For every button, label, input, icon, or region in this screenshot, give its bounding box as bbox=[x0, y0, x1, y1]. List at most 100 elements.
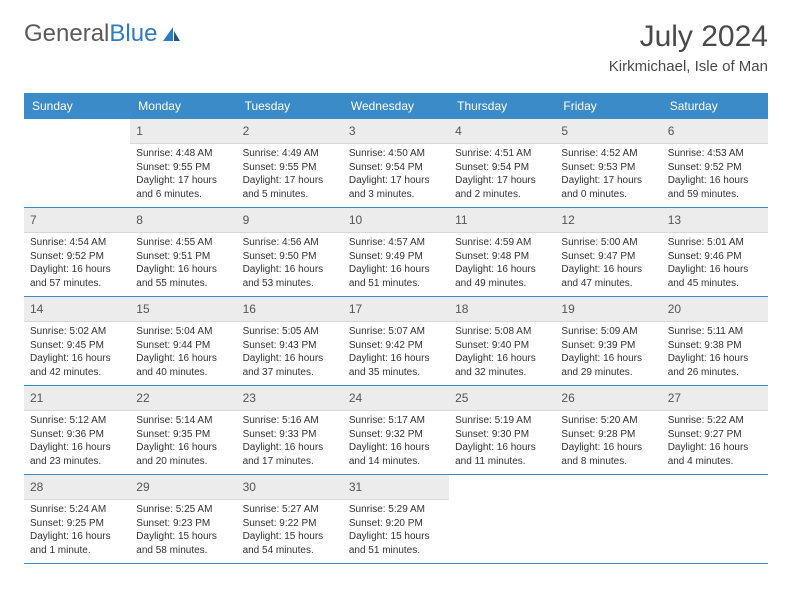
day-number-box: 1 bbox=[130, 119, 236, 144]
daylight-text: Daylight: 16 hours and 42 minutes. bbox=[30, 352, 124, 379]
header: GeneralBlue July 2024 Kirkmichael, Isle … bbox=[24, 20, 768, 75]
day-content: Sunrise: 4:48 AMSunset: 9:55 PMDaylight:… bbox=[130, 144, 236, 207]
day-cell: 5Sunrise: 4:52 AMSunset: 9:53 PMDaylight… bbox=[555, 119, 661, 208]
sunset-text: Sunset: 9:20 PM bbox=[349, 517, 443, 531]
day-content: Sunrise: 5:22 AMSunset: 9:27 PMDaylight:… bbox=[662, 411, 768, 474]
day-number-box: 4 bbox=[449, 119, 555, 144]
day-number-box: 15 bbox=[130, 297, 236, 322]
logo-sail-icon bbox=[161, 25, 181, 43]
daylight-text: Daylight: 16 hours and 40 minutes. bbox=[136, 352, 230, 379]
day-number: 14 bbox=[30, 302, 43, 316]
day-number-box: 6 bbox=[662, 119, 768, 144]
day-number-box: 31 bbox=[343, 475, 449, 500]
day-number: 2 bbox=[243, 124, 250, 138]
day-content: Sunrise: 4:56 AMSunset: 9:50 PMDaylight:… bbox=[237, 233, 343, 296]
sunset-text: Sunset: 9:32 PM bbox=[349, 428, 443, 442]
day-cell: 3Sunrise: 4:50 AMSunset: 9:54 PMDaylight… bbox=[343, 119, 449, 208]
daylight-text: Daylight: 16 hours and 17 minutes. bbox=[243, 441, 337, 468]
day-content: Sunrise: 5:24 AMSunset: 9:25 PMDaylight:… bbox=[24, 500, 130, 563]
day-header: Sunday bbox=[24, 93, 130, 119]
sunrise-text: Sunrise: 5:05 AM bbox=[243, 325, 337, 339]
calendar-table: SundayMondayTuesdayWednesdayThursdayFrid… bbox=[24, 93, 768, 564]
day-number-box: 3 bbox=[343, 119, 449, 144]
daylight-text: Daylight: 17 hours and 0 minutes. bbox=[561, 174, 655, 201]
day-content: Sunrise: 5:20 AMSunset: 9:28 PMDaylight:… bbox=[555, 411, 661, 474]
day-cell: 1 Sunrise: 4:48 AMSunset: 9:55 PMDaylight… bbox=[130, 119, 236, 208]
day-cell: 23Sunrise: 5:16 AMSunset: 9:33 PMDayligh… bbox=[237, 386, 343, 475]
logo-text: GeneralBlue bbox=[24, 20, 157, 48]
day-number-box: 26 bbox=[555, 386, 661, 411]
day-content: Sunrise: 5:09 AMSunset: 9:39 PMDaylight:… bbox=[555, 322, 661, 385]
daylight-text: Daylight: 17 hours and 6 minutes. bbox=[136, 174, 230, 201]
day-number-box: 12 bbox=[555, 208, 661, 233]
day-number-box bbox=[662, 475, 768, 481]
sunrise-text: Sunrise: 5:20 AM bbox=[561, 414, 655, 428]
daylight-text: Daylight: 16 hours and 57 minutes. bbox=[30, 263, 124, 290]
sunset-text: Sunset: 9:38 PM bbox=[668, 339, 762, 353]
day-number-box: 13 bbox=[662, 208, 768, 233]
day-number-box: 29 bbox=[130, 475, 236, 500]
day-number-box: 21 bbox=[24, 386, 130, 411]
day-cell: 20Sunrise: 5:11 AMSunset: 9:38 PMDayligh… bbox=[662, 297, 768, 386]
sunset-text: Sunset: 9:52 PM bbox=[668, 161, 762, 175]
sunrise-text: Sunrise: 5:11 AM bbox=[668, 325, 762, 339]
daylight-text: Daylight: 16 hours and 45 minutes. bbox=[668, 263, 762, 290]
daylight-text: Daylight: 16 hours and 59 minutes. bbox=[668, 174, 762, 201]
day-number-box bbox=[449, 475, 555, 481]
day-header: Thursday bbox=[449, 93, 555, 119]
sunset-text: Sunset: 9:52 PM bbox=[30, 250, 124, 264]
sunrise-text: Sunrise: 4:57 AM bbox=[349, 236, 443, 250]
day-cell: 4Sunrise: 4:51 AMSunset: 9:54 PMDaylight… bbox=[449, 119, 555, 208]
day-header: Friday bbox=[555, 93, 661, 119]
day-content: Sunrise: 5:25 AMSunset: 9:23 PMDaylight:… bbox=[130, 500, 236, 563]
day-content: Sunrise: 5:14 AMSunset: 9:35 PMDaylight:… bbox=[130, 411, 236, 474]
sunset-text: Sunset: 9:33 PM bbox=[243, 428, 337, 442]
sunrise-text: Sunrise: 4:48 AM bbox=[136, 147, 230, 161]
sunrise-text: Sunrise: 5:27 AM bbox=[243, 503, 337, 517]
day-cell: 2Sunrise: 4:49 AMSunset: 9:55 PMDaylight… bbox=[237, 119, 343, 208]
daylight-text: Daylight: 16 hours and 11 minutes. bbox=[455, 441, 549, 468]
day-number-box: 24 bbox=[343, 386, 449, 411]
day-content: Sunrise: 5:01 AMSunset: 9:46 PMDaylight:… bbox=[662, 233, 768, 296]
day-cell: 12Sunrise: 5:00 AMSunset: 9:47 PMDayligh… bbox=[555, 208, 661, 297]
day-content: Sunrise: 4:54 AMSunset: 9:52 PMDaylight:… bbox=[24, 233, 130, 296]
sunset-text: Sunset: 9:54 PM bbox=[455, 161, 549, 175]
day-number: 23 bbox=[243, 391, 256, 405]
daylight-text: Daylight: 16 hours and 29 minutes. bbox=[561, 352, 655, 379]
day-content: Sunrise: 4:53 AMSunset: 9:52 PMDaylight:… bbox=[662, 144, 768, 207]
day-cell: 6Sunrise: 4:53 AMSunset: 9:52 PMDaylight… bbox=[662, 119, 768, 208]
calendar-body: 1Sunrise: 4:48 AMSunset: 9:55 PMDaylight… bbox=[24, 119, 768, 564]
week-row: 14Sunrise: 5:02 AMSunset: 9:45 PMDayligh… bbox=[24, 297, 768, 386]
day-cell: 13Sunrise: 5:01 AMSunset: 9:46 PMDayligh… bbox=[662, 208, 768, 297]
day-cell: 21Sunrise: 5:12 AMSunset: 9:36 PMDayligh… bbox=[24, 386, 130, 475]
location-label: Kirkmichael, Isle of Man bbox=[609, 58, 768, 75]
sunset-text: Sunset: 9:35 PM bbox=[136, 428, 230, 442]
sunrise-text: Sunrise: 4:55 AM bbox=[136, 236, 230, 250]
day-number: 11 bbox=[455, 213, 467, 227]
sunset-text: Sunset: 9:45 PM bbox=[30, 339, 124, 353]
day-number: 17 bbox=[349, 302, 362, 316]
day-cell: 15Sunrise: 5:04 AMSunset: 9:44 PMDayligh… bbox=[130, 297, 236, 386]
week-row: 21Sunrise: 5:12 AMSunset: 9:36 PMDayligh… bbox=[24, 386, 768, 475]
week-row: 7 Sunrise: 4:54 AMSunset: 9:52 PMDaylight… bbox=[24, 208, 768, 297]
day-number: 24 bbox=[349, 391, 362, 405]
daylight-text: Daylight: 16 hours and 49 minutes. bbox=[455, 263, 549, 290]
logo-text-part2: Blue bbox=[109, 20, 157, 47]
sunset-text: Sunset: 9:55 PM bbox=[136, 161, 230, 175]
day-number-box: 17 bbox=[343, 297, 449, 322]
day-cell bbox=[24, 119, 130, 208]
day-content: Sunrise: 5:17 AMSunset: 9:32 PMDaylight:… bbox=[343, 411, 449, 474]
day-content: Sunrise: 5:19 AMSunset: 9:30 PMDaylight:… bbox=[449, 411, 555, 474]
day-header: Wednesday bbox=[343, 93, 449, 119]
sunset-text: Sunset: 9:39 PM bbox=[561, 339, 655, 353]
daylight-text: Daylight: 16 hours and 55 minutes. bbox=[136, 263, 230, 290]
day-cell: 26Sunrise: 5:20 AMSunset: 9:28 PMDayligh… bbox=[555, 386, 661, 475]
day-number: 1 bbox=[136, 124, 143, 138]
day-number: 22 bbox=[136, 391, 149, 405]
day-number-box bbox=[555, 475, 661, 481]
day-number: 10 bbox=[349, 213, 362, 227]
day-number: 7 bbox=[30, 213, 37, 227]
day-content: Sunrise: 5:00 AMSunset: 9:47 PMDaylight:… bbox=[555, 233, 661, 296]
day-number: 20 bbox=[668, 302, 681, 316]
day-number-box bbox=[24, 119, 130, 125]
